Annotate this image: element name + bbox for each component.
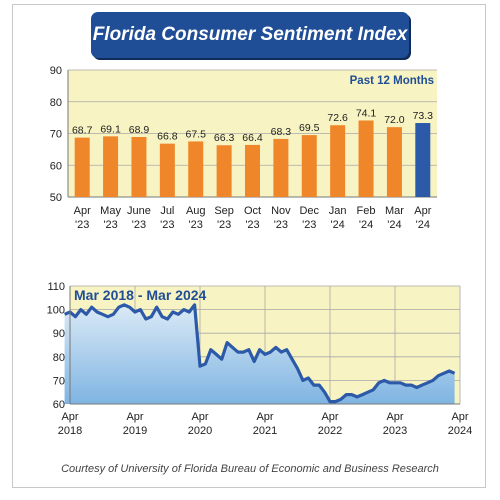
x-tick-label: Apr (256, 411, 273, 423)
y-tick-label: 60 (50, 160, 62, 172)
x-tick-label: 2018 (58, 425, 82, 437)
bar-value-label: 72.0 (384, 114, 405, 126)
bar-value-label: 69.1 (100, 123, 121, 135)
bar-value-label: 68.3 (271, 126, 292, 138)
x-tick-label: May (100, 205, 121, 217)
x-tick-label: Nov (271, 205, 291, 217)
range-annotation: Mar 2018 - Mar 2024 (74, 287, 207, 303)
x-tick-label: Apr (74, 205, 91, 217)
x-tick-label: Aug (186, 205, 206, 217)
bar (216, 145, 232, 197)
bar-value-label: 68.9 (129, 124, 150, 136)
x-tick-label: Apr (321, 411, 338, 423)
y-tick-label: 90 (50, 65, 62, 77)
x-tick-label: '23 (160, 219, 174, 231)
bar-value-label: 66.8 (157, 131, 178, 143)
bar (273, 138, 289, 197)
x-tick-label: '23 (217, 219, 231, 231)
x-tick-label: Apr (386, 411, 403, 423)
x-tick-label: '23 (103, 219, 117, 231)
x-tick-label: 2024 (448, 425, 472, 437)
chart-title: Florida Consumer Sentiment Index (92, 24, 408, 45)
bar-value-label: 66.4 (242, 132, 263, 144)
x-tick-label: '23 (274, 219, 288, 231)
bar-value-label: 67.5 (186, 128, 207, 140)
bar (245, 144, 260, 197)
x-tick-label: '23 (302, 219, 316, 231)
bar-value-label: 66.3 (214, 132, 235, 144)
y-tick-label: 90 (53, 328, 65, 340)
bar (386, 127, 402, 197)
bar (301, 135, 317, 197)
bar-value-label: 69.5 (299, 122, 320, 134)
x-tick-label: '24 (359, 219, 373, 231)
bar (103, 136, 119, 197)
bar-chart-past-12-months: 50 60 70 80 90 Past 12 Months 68.7 Apr '23 69.1 Ma… (50, 65, 437, 231)
x-tick-label: Sep (214, 205, 234, 217)
x-tick-label: Jan (329, 205, 347, 217)
x-tick-label: 2021 (253, 425, 277, 437)
x-tick-label: '24 (416, 219, 430, 231)
bar (415, 123, 431, 197)
y-tick-label: 80 (53, 352, 65, 364)
x-tick-label: Oct (244, 205, 261, 217)
x-tick-label: '24 (387, 219, 401, 231)
y-tick-label: 110 (47, 281, 65, 293)
bar-value-label: 72.6 (327, 112, 348, 124)
x-tick-label: 2022 (318, 425, 342, 437)
x-tick-label: Apr (191, 411, 208, 423)
x-tick-label: Feb (357, 205, 376, 217)
y-tick-label: 80 (50, 97, 62, 109)
bar-value-label: 68.7 (72, 125, 93, 137)
bar (188, 141, 204, 197)
x-tick-label: '23 (245, 219, 259, 231)
sentiment-line (63, 303, 456, 404)
bar (159, 143, 175, 197)
x-tick-label: '24 (330, 219, 344, 231)
x-tick-label: Jul (160, 205, 174, 217)
x-tick-label: 2023 (383, 425, 407, 437)
bar (74, 137, 90, 197)
x-tick-label: Apr (61, 411, 78, 423)
y-tick-label: 70 (50, 129, 62, 141)
title-banner: Florida Consumer Sentiment Index (91, 12, 409, 58)
x-tick-label: '23 (132, 219, 146, 231)
source-credit: Courtesy of University of Florida Bureau… (61, 463, 439, 475)
y-tick-label: 50 (50, 192, 62, 204)
x-tick-label: Mar (385, 205, 404, 217)
x-tick-label: June (127, 205, 151, 217)
x-tick-label: 2019 (123, 425, 147, 437)
area-fill (64, 304, 455, 404)
bar (330, 125, 346, 197)
bar-value-label: 73.3 (413, 110, 434, 122)
bar-value-label: 74.1 (356, 107, 377, 119)
x-tick-label: Dec (299, 205, 319, 217)
bar (131, 136, 147, 197)
y-tick-label: 70 (53, 375, 65, 387)
range-annotation: Past 12 Months (350, 75, 434, 87)
y-tick-label: 100 (47, 305, 65, 317)
x-tick-label: '23 (189, 219, 203, 231)
bar (358, 120, 374, 197)
x-tick-label: Apr (451, 411, 468, 423)
area-chart-history: 60 70 80 90 100 110 Apr 2018 Apr 2019 Apr 2020 Apr 20… (47, 281, 473, 437)
x-tick-label: '23 (75, 219, 89, 231)
x-tick-label: Apr (414, 205, 431, 217)
x-tick-label: Apr (126, 411, 143, 423)
x-tick-label: 2020 (188, 425, 212, 437)
y-tick-label: 60 (53, 399, 65, 411)
